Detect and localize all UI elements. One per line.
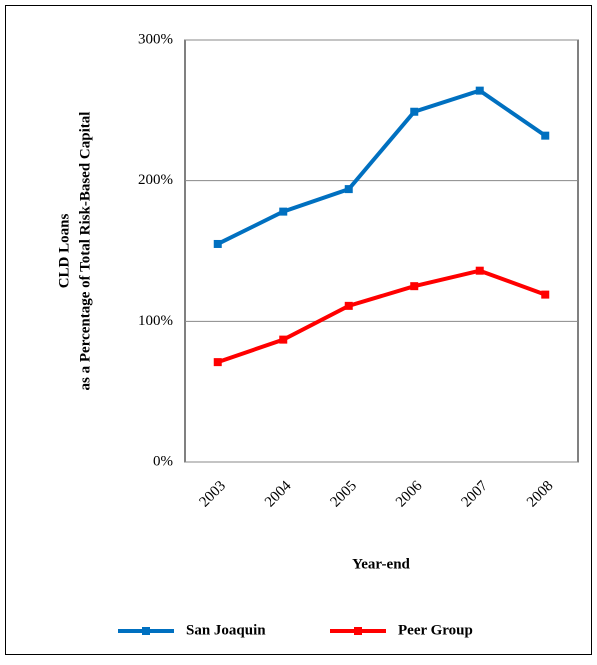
marker [213,358,222,367]
series-line [217,268,546,365]
y-tick-label: 0% [153,453,173,469]
x-tick-label: 2004 [262,478,295,511]
marker [541,131,550,140]
y-tick-label: 200% [138,172,173,188]
y-axis-label: CLD Loans [56,214,72,289]
y-tick-label: 100% [138,313,173,329]
x-tick-label: 2007 [458,478,491,511]
series-line [216,88,547,246]
marker [410,107,419,116]
marker [475,86,484,95]
x-tick-label: 2005 [327,478,360,511]
x-tick-label: 2006 [393,478,426,511]
legend-marker [354,627,362,635]
plot-area [184,39,579,463]
legend-label: San Joaquin [186,622,266,638]
marker [541,290,550,299]
x-tick-label: 2003 [196,478,229,511]
marker [344,301,353,310]
marker [213,239,222,248]
marker [279,207,288,216]
legend-marker [142,627,150,635]
frame [5,5,592,655]
marker [279,335,288,344]
x-axis-label: Year-end [352,556,410,572]
marker [410,282,419,291]
marker [344,185,353,194]
y-axis-label: as a Percentage of Total Risk-Based Capi… [77,112,93,391]
legend-label: Peer Group [398,622,473,638]
marker [475,266,484,275]
x-tick-label: 2008 [524,478,557,511]
y-tick-label: 300% [138,31,173,47]
